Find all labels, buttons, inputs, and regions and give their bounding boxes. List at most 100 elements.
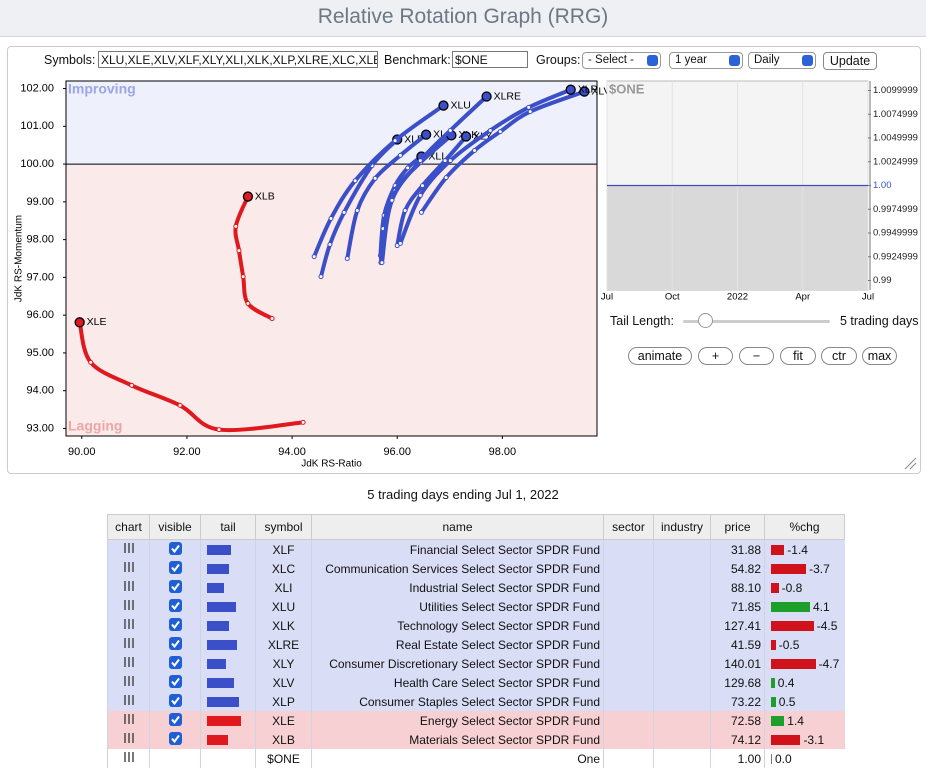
industry-cell xyxy=(653,578,711,597)
tail-slider-thumb[interactable] xyxy=(698,313,713,328)
chg-label: 4.1 xyxy=(812,599,830,614)
visible-checkbox[interactable] xyxy=(168,674,182,688)
control-button[interactable]: − xyxy=(739,347,774,365)
visible-checkbox[interactable] xyxy=(168,712,182,726)
industry-cell xyxy=(653,711,711,730)
visible-checkbox[interactable] xyxy=(168,560,182,574)
symbol-cell: XLB xyxy=(255,730,312,749)
checkbox-check xyxy=(170,658,180,667)
head-point xyxy=(438,100,449,111)
name-cell: Financial Select Sector SPDR Fund xyxy=(311,539,604,559)
x-tick-label: Jul xyxy=(862,292,874,303)
checkbox-check xyxy=(170,677,180,686)
visible-checkbox[interactable] xyxy=(168,541,182,555)
sector-cell xyxy=(603,559,654,578)
checkbox-check xyxy=(170,544,180,553)
chart-icon[interactable] xyxy=(123,542,135,554)
y-tick-label: 97.00 xyxy=(26,271,54,283)
benchmark-input[interactable]: $ONE xyxy=(452,51,528,68)
chart-icon-cell xyxy=(107,692,150,711)
chart-icon[interactable] xyxy=(123,751,135,763)
period-select[interactable]: 1 year xyxy=(669,52,743,69)
table-row: XLK Technology Select Sector SPDR Fund 127… xyxy=(107,616,845,635)
table-row: XLU Utilities Select Sector SPDR Fund 71.8… xyxy=(107,597,845,616)
sector-cell xyxy=(603,673,654,692)
visible-checkbox[interactable] xyxy=(168,636,182,650)
chart-icon[interactable] xyxy=(123,637,135,649)
column-header: %chg xyxy=(764,514,845,540)
tail-swatch xyxy=(207,696,240,707)
visible-checkbox[interactable] xyxy=(168,731,182,745)
tail-cell xyxy=(200,616,256,635)
chart-icon-cell xyxy=(107,673,150,692)
chg-label: -1.4 xyxy=(787,542,808,557)
symbols-input[interactable]: XLU,XLE,XLV,XLF,XLY,XLI,XLK,XLP,XLRE,XLC… xyxy=(98,51,378,68)
chart-icon[interactable] xyxy=(123,675,135,687)
tail-point xyxy=(327,242,333,248)
chart-icon-cell xyxy=(107,597,150,616)
control-button[interactable]: fit xyxy=(780,347,816,365)
visible-checkbox[interactable] xyxy=(168,617,182,631)
visible-cell xyxy=(149,597,201,616)
table-row: XLI Industrial Select Sector SPDR Fund 88.… xyxy=(107,578,845,597)
chg-label: 0.4 xyxy=(777,675,795,690)
table-row: XLRE Real Estate Select Sector SPDR Fund 4… xyxy=(107,635,845,654)
quadrant-label: Improving xyxy=(68,81,136,97)
visible-checkbox[interactable] xyxy=(168,693,182,707)
y-tick-label: 99.00 xyxy=(26,196,54,208)
control-button[interactable]: max xyxy=(862,347,897,365)
control-button[interactable]: + xyxy=(698,347,733,365)
groups-select[interactable]: - Select - xyxy=(582,52,661,69)
tail-point xyxy=(177,402,183,408)
tail-point xyxy=(236,248,242,254)
tail-swatch xyxy=(207,715,242,726)
chg-label: 1.4 xyxy=(787,713,804,728)
tail-point xyxy=(418,209,424,215)
industry-cell xyxy=(653,654,711,673)
head-point xyxy=(74,317,85,328)
chg-bar xyxy=(771,602,810,613)
chart-icon[interactable] xyxy=(123,656,135,668)
symbol-cell: XLE xyxy=(255,711,312,730)
y-tick-label: 0.9974999 xyxy=(873,204,918,215)
interval-select[interactable]: Daily xyxy=(748,52,816,69)
symbol-cell: XLV xyxy=(255,673,312,692)
chart-icon[interactable] xyxy=(123,599,135,611)
name-cell: Industrial Select Sector SPDR Fund xyxy=(311,578,604,597)
tail-swatch xyxy=(207,601,236,612)
chart-icon[interactable] xyxy=(123,580,135,592)
chg-bar xyxy=(771,754,772,765)
column-header: visible xyxy=(149,514,201,540)
head-point xyxy=(460,131,472,142)
tail-point xyxy=(447,158,453,164)
chart-icon[interactable] xyxy=(123,618,135,630)
table-row: XLY Consumer Discretionary Select Sector … xyxy=(107,654,845,673)
chart-icon[interactable] xyxy=(123,694,135,706)
visible-checkbox[interactable] xyxy=(168,598,182,612)
chart-title: $ONE xyxy=(609,81,645,96)
visible-checkbox[interactable] xyxy=(168,579,182,593)
symbol-cell: XLY xyxy=(255,654,312,673)
checkbox-check xyxy=(170,734,180,743)
visible-checkbox[interactable] xyxy=(168,655,182,669)
chg-cell: -0.5 xyxy=(764,635,845,654)
chart-icon[interactable] xyxy=(123,713,135,725)
chart-icon[interactable] xyxy=(123,732,135,744)
tail-point xyxy=(487,127,493,133)
chart-icon[interactable] xyxy=(123,561,135,573)
control-button[interactable]: ctr xyxy=(821,347,857,365)
chg-cell: -4.5 xyxy=(764,616,845,635)
sector-cell xyxy=(603,711,654,730)
control-button[interactable]: animate xyxy=(628,347,692,365)
chg-cell: -4.7 xyxy=(764,654,845,673)
sector-cell xyxy=(603,578,654,597)
update-button[interactable]: Update xyxy=(823,52,877,70)
name-cell: Real Estate Select Sector SPDR Fund xyxy=(311,635,604,654)
x-tick-label: 90.00 xyxy=(68,446,96,458)
y-tick-label: 94.00 xyxy=(26,385,54,397)
chart-icon-cell xyxy=(107,749,150,768)
tail-swatch xyxy=(207,563,230,574)
tail-slider[interactable] xyxy=(683,320,830,323)
tail-point xyxy=(397,152,403,158)
name-cell: Materials Select Sector SPDR Fund xyxy=(311,730,604,749)
